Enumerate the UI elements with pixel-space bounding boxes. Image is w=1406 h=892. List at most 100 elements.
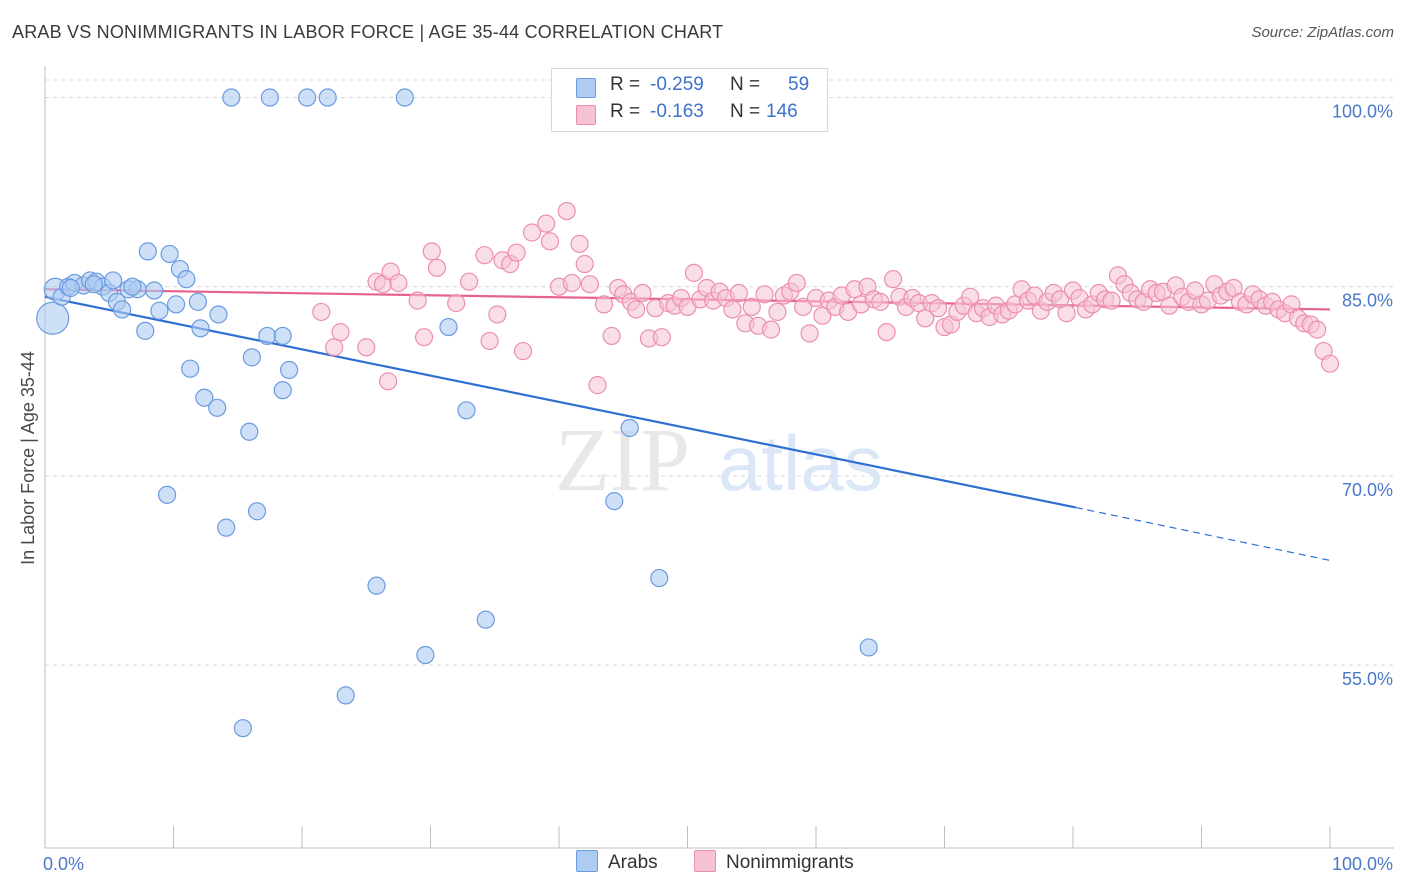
nonimmigrants-points	[312, 201, 1340, 395]
nonimmigrants-point	[507, 243, 526, 262]
arabs-point	[138, 242, 157, 261]
nonimmigrants-point	[422, 242, 441, 261]
chart-title: ARAB VS NONIMMIGRANTS IN LABOR FORCE | A…	[12, 22, 724, 42]
nonimmigrants-point	[408, 291, 427, 310]
y-axis-label: In Labor Force | Age 35-44	[18, 351, 38, 565]
nonimmigrants-point	[1102, 291, 1121, 310]
arabs-point	[157, 485, 177, 504]
nonimmigrants-point	[540, 232, 560, 251]
arabs-point	[439, 317, 458, 337]
grid-lines	[45, 79, 1394, 666]
nonimmigrants-swatch	[576, 105, 596, 125]
nonimmigrants-point	[794, 297, 813, 317]
arabs-point	[476, 610, 495, 629]
bottom-nonimmigrants-swatch	[694, 850, 716, 872]
nonimmigrants-point	[312, 302, 331, 322]
y-tick-label-70: 70.0%	[1342, 480, 1393, 500]
arabs-points	[36, 79, 878, 738]
arabs-point	[240, 422, 259, 441]
nonimmigrants-point	[602, 326, 621, 346]
arabs-trend-dashed	[1075, 506, 1331, 562]
nonimmigrants-point	[742, 297, 761, 317]
arabs-point	[273, 381, 292, 400]
arabs-point	[242, 348, 261, 367]
arabs-point	[104, 271, 123, 290]
nonimmigrants-point	[1308, 320, 1327, 339]
nonimmigrants-point	[1320, 354, 1340, 373]
arabs-point	[166, 295, 186, 314]
arabs-point	[112, 300, 132, 319]
legend-row-arabs: R = -0.259 N = 59	[552, 74, 827, 100]
nonimmigrants-point	[871, 292, 890, 311]
nonimmigrants-point	[331, 323, 350, 342]
bottom-legend-arabs: Arabs	[576, 850, 658, 874]
nonimmigrants-n-label: N =	[730, 101, 761, 122]
arabs-point	[650, 568, 669, 588]
nonimmigrants-point	[459, 272, 479, 291]
arabs-point	[150, 301, 169, 320]
nonimmigrants-point	[537, 214, 556, 233]
arabs-point	[457, 401, 476, 420]
arabs-point	[280, 360, 299, 380]
nonimmigrants-point	[580, 275, 599, 294]
y-tick-label-100: 100.0%	[1332, 102, 1393, 122]
nonimmigrants-point	[557, 201, 576, 221]
nonimmigrants-point	[652, 328, 671, 347]
nonimmigrants-point	[325, 338, 344, 357]
arabs-point	[367, 576, 386, 595]
arabs-point	[145, 281, 164, 300]
arabs-point	[209, 305, 228, 324]
nonimmigrants-point	[575, 254, 594, 274]
arabs-point	[336, 686, 355, 705]
nonimmigrants-point	[522, 223, 542, 242]
arabs-point	[416, 645, 435, 665]
y-tick-label-55: 55.0%	[1342, 669, 1393, 689]
nonimmigrants-point	[475, 246, 494, 265]
arabs-point	[247, 502, 267, 521]
nonimmigrants-point	[357, 338, 376, 357]
nonimmigrants-point	[787, 273, 806, 293]
nonimmigrants-point	[755, 285, 774, 304]
arabs-point	[181, 359, 200, 378]
tick-labels: 100.0% 85.0% 70.0% 55.0% 0.0% 100.0%	[43, 102, 1393, 874]
nonimmigrants-point	[633, 283, 652, 303]
arabs-point	[208, 398, 227, 417]
nonimmigrants-point	[684, 263, 704, 282]
nonimmigrants-point	[480, 331, 499, 351]
nonimmigrants-point	[562, 273, 581, 293]
arabs-trend-solid	[44, 295, 1076, 509]
arabs-point	[298, 88, 317, 107]
arabs-n-label: N =	[730, 74, 761, 95]
arabs-point	[61, 278, 80, 298]
arabs-point	[217, 518, 236, 537]
arabs-point	[395, 88, 414, 107]
arabs-point	[605, 492, 624, 511]
axes	[44, 66, 1394, 849]
nonimmigrants-point	[488, 305, 507, 324]
legend-row-nonimmigrants: R = -0.163 N = 146	[552, 101, 827, 127]
nonimmigrants-point	[1160, 296, 1179, 315]
source-label: Source: ZipAtlas.com	[1251, 24, 1394, 41]
nonimmigrants-point	[1057, 304, 1076, 323]
arabs-r-label: R =	[610, 74, 641, 95]
nonimmigrants-point	[761, 320, 781, 339]
arabs-point	[620, 418, 639, 438]
nonimmigrants-point	[723, 300, 742, 319]
nonimmigrants-point	[883, 270, 903, 289]
arabs-point	[177, 270, 196, 289]
arabs-point	[191, 319, 210, 338]
arabs-point	[260, 88, 279, 107]
x-tick-label-0: 0.0%	[43, 854, 84, 874]
nonimmigrants-r-value: -0.163	[650, 101, 704, 122]
arabs-point	[258, 326, 277, 346]
arabs-trendline	[44, 295, 1331, 562]
nonimmigrants-point	[768, 302, 787, 322]
nonimmigrants-point	[513, 341, 533, 361]
nonimmigrants-point	[626, 300, 646, 319]
nonimmigrants-point	[570, 234, 589, 253]
nonimmigrants-point	[414, 328, 434, 347]
arabs-point	[84, 275, 103, 294]
nonimmigrants-point	[594, 295, 614, 314]
arabs-point	[233, 719, 252, 738]
arabs-point	[123, 277, 142, 296]
